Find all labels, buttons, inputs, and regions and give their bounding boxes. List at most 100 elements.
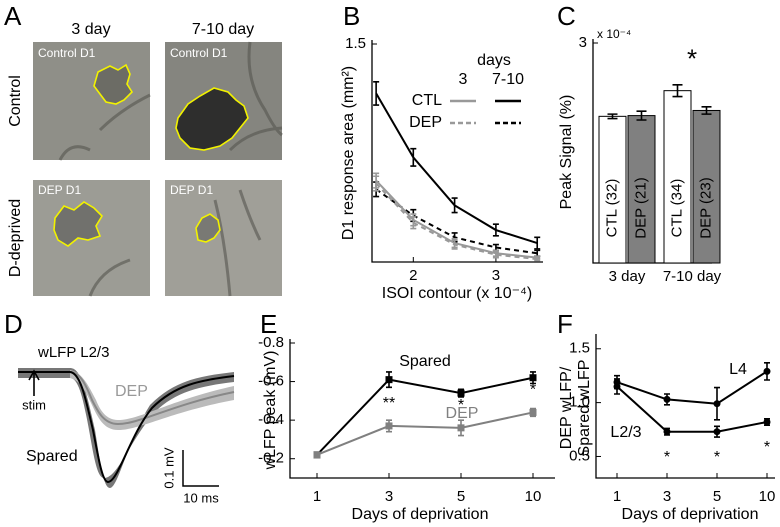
axis-line — [289, 339, 555, 479]
stim-label: stim — [22, 397, 46, 412]
panel-letter: C — [557, 1, 576, 31]
significance: ** — [383, 395, 395, 412]
contour — [93, 63, 134, 105]
series-line — [616, 370, 768, 405]
x-tick-label: 1 — [313, 488, 321, 505]
x-tick-label: 3 — [663, 488, 671, 505]
y-tick-label: -0.2 — [258, 450, 284, 467]
legend-row: CTL — [412, 92, 442, 109]
error-bar — [607, 113, 618, 120]
marker — [663, 428, 671, 436]
error-bar — [672, 84, 683, 98]
contour — [175, 87, 249, 151]
bar — [692, 109, 721, 264]
significance: * — [764, 439, 770, 456]
scale-bar — [182, 450, 219, 487]
image-label: DEP D1 — [38, 183, 81, 197]
vessel — [58, 41, 283, 297]
error-bar — [534, 236, 541, 250]
marker — [385, 376, 393, 384]
column-label: 3 day — [71, 21, 110, 38]
series-label: L2/3 — [610, 424, 641, 441]
scale-label: 10 ms — [183, 490, 219, 505]
x-tick-label: 10 — [759, 488, 776, 505]
y-tick-label: -0.4 — [258, 411, 284, 428]
x-tick-label: 3 — [385, 488, 393, 505]
x-tick-label: 5 — [457, 488, 465, 505]
error-bar — [492, 223, 499, 237]
error-bar — [451, 197, 458, 214]
significance: * — [687, 44, 697, 74]
legend-column: 7-10 — [492, 71, 524, 88]
marker — [457, 424, 465, 432]
row-label: D-deprived — [7, 199, 24, 277]
error-bar — [701, 106, 712, 115]
error-bar — [492, 251, 499, 259]
marker — [313, 451, 321, 459]
bar — [598, 115, 627, 264]
bar-label: DEP (21) — [632, 177, 649, 238]
error-bar — [636, 110, 647, 121]
x-axis-label: ISOI contour (x 10⁻⁴) — [382, 285, 532, 302]
x-tick-label: 7-10 day — [663, 268, 722, 285]
x-tick-label: 2 — [409, 267, 417, 284]
y-axis-label: DEP wLFP/ — [558, 366, 575, 449]
x-axis-label: Days of deprivation — [622, 506, 759, 523]
y-tick-label: 1.0 — [569, 394, 590, 411]
error-bar — [534, 256, 541, 262]
image-label: Control D1 — [170, 46, 228, 60]
panel-letter: F — [557, 309, 573, 339]
x-tick-label: 3 day — [609, 268, 646, 285]
dep-trace — [18, 371, 235, 426]
marker — [763, 418, 771, 426]
marker — [713, 428, 721, 436]
error-bar — [451, 239, 458, 250]
series-label: Spared — [399, 353, 451, 370]
error-bar — [373, 175, 380, 192]
trace-title: wLFP L2/3 — [37, 344, 109, 361]
trace-label: Spared — [26, 448, 78, 465]
marker — [529, 374, 537, 382]
x-tick-label: 1 — [613, 488, 621, 505]
bar — [627, 115, 656, 264]
panel-d: wLFP L2/3 stim DEP Spared 0.1 mV 10 ms — [18, 344, 235, 505]
error-bar — [410, 147, 417, 167]
series-line — [616, 385, 768, 433]
contour — [195, 213, 221, 243]
significance: * — [664, 449, 670, 466]
image — [33, 42, 150, 160]
spared-trace — [18, 371, 235, 484]
error-bar — [373, 80, 380, 106]
error-bar — [410, 216, 417, 230]
panel-letter: A — [4, 1, 22, 31]
panel-letter: E — [260, 309, 277, 339]
y-tick-label: -0.6 — [258, 373, 284, 390]
marker — [713, 400, 721, 408]
marker — [457, 389, 465, 397]
panel-letter: D — [4, 309, 23, 339]
x-axis-label: Days of deprivation — [352, 506, 489, 523]
significance: * — [458, 397, 464, 414]
x-tick-label: 3 — [492, 267, 500, 284]
bar-label: CTL (32) — [603, 179, 620, 238]
row-label: Control — [7, 75, 24, 127]
y-axis-label: D1 response area (mm²) — [340, 66, 357, 240]
marker — [385, 422, 393, 430]
scale-label: 0.1 mV — [161, 447, 176, 489]
series-line — [375, 92, 538, 245]
series-label: L4 — [729, 361, 747, 378]
series-line — [316, 411, 534, 456]
axis-multiplier: x 10⁻⁴ — [597, 27, 631, 41]
axis-line — [595, 334, 775, 479]
marker — [613, 382, 621, 390]
legend-row: DEP — [409, 114, 442, 131]
panel-letter: B — [343, 1, 360, 31]
image-label: DEP D1 — [170, 183, 213, 197]
series-label: DEP — [446, 405, 479, 422]
legend-title: days — [477, 52, 511, 69]
trace-label: DEP — [115, 383, 148, 400]
bar-label: CTL (34) — [668, 179, 685, 238]
y-tick-label: -0.8 — [258, 334, 284, 351]
y-tick-label: 1.5 — [345, 35, 366, 52]
